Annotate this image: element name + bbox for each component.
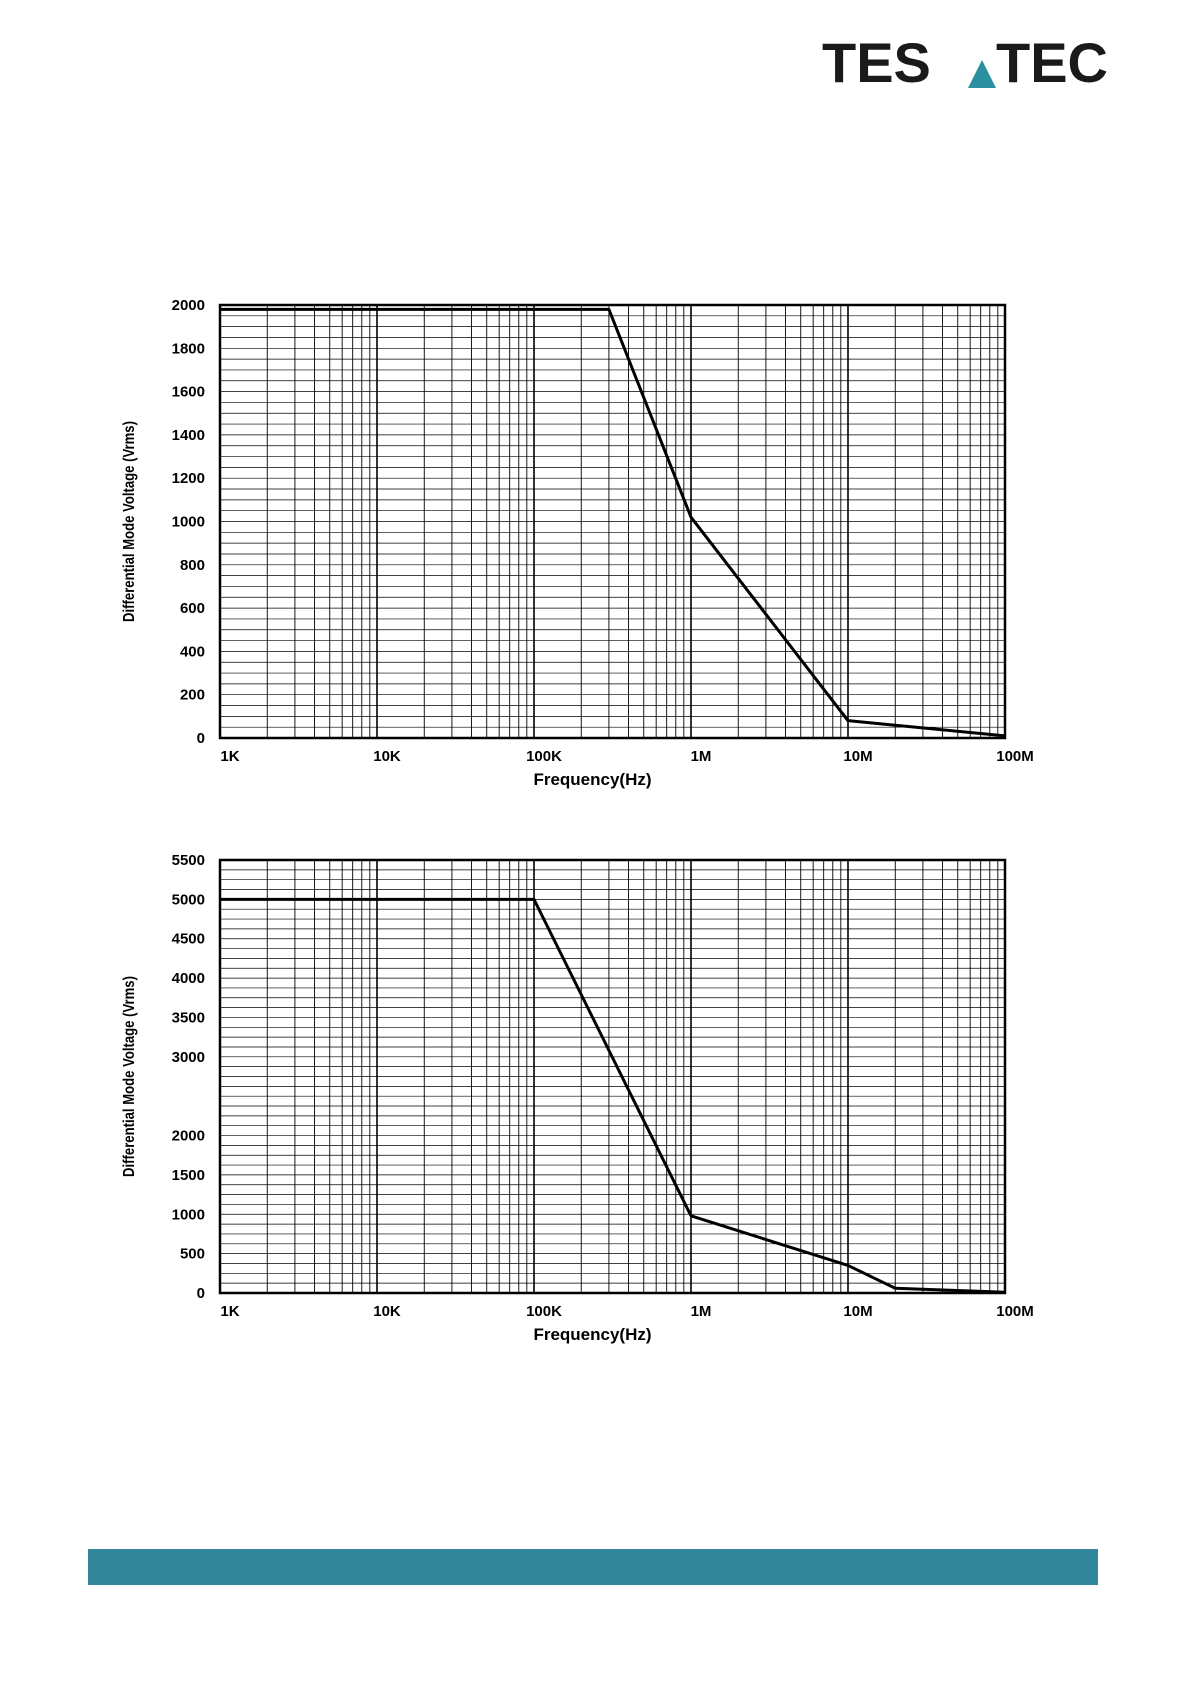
y-tick-label: 1400 — [172, 427, 205, 444]
y-tick-label: 1800 — [172, 340, 205, 357]
series-line — [220, 307, 1006, 738]
logo-text-right: TEC — [996, 31, 1108, 94]
y-tick-label: 1000 — [172, 1206, 205, 1223]
x-axis-label: Frequency(Hz) — [533, 1325, 651, 1344]
logo-text-left: TES — [822, 31, 931, 94]
testec-logo: TES TEC — [822, 31, 1108, 94]
x-tick-label: 10K — [373, 1303, 401, 1320]
y-tick-label: 500 — [180, 1246, 205, 1263]
y-tick-label: 2000 — [172, 1128, 205, 1145]
y-axis-label: Differential Mode Voltage (Vrms) — [121, 421, 138, 622]
y-tick-label: 600 — [180, 600, 205, 617]
x-tick-label: 100K — [526, 748, 562, 765]
y-tick-label: 1500 — [172, 1167, 205, 1184]
chart-1-svg: 0 200 400 600 800 1000 1200 1400 1600 1800 2000 1K 1… — [121, 297, 1034, 789]
y-tick-label: 4500 — [172, 931, 205, 948]
chart-voltage-2000: 0 200 400 600 800 1000 1200 1400 1600 1800 2000 1K 1… — [110, 290, 1050, 810]
y-tick-label: 800 — [180, 557, 205, 574]
y-tick-label: 0 — [197, 730, 205, 747]
y-tick-label: 2000 — [172, 297, 205, 314]
chart-voltage-5500: 0 500 1000 1500 2000 3000 3500 4000 4500 5000 5500… — [110, 845, 1050, 1365]
y-tick-label: 5000 — [172, 891, 205, 908]
y-tick-label: 200 — [180, 687, 205, 704]
chart-2-svg: 0 500 1000 1500 2000 3000 3500 4000 4500 5000 5500… — [121, 852, 1034, 1344]
y-tick-label: 3000 — [172, 1049, 205, 1066]
footer-bar — [88, 1549, 1098, 1585]
grid — [219, 859, 1005, 1294]
x-tick-label: 1M — [691, 748, 712, 765]
y-tick-label: 1200 — [172, 470, 205, 487]
y-tick-label: 3500 — [172, 1009, 205, 1026]
x-tick-label: 10M — [843, 748, 872, 765]
plot-frame — [218, 303, 1007, 740]
x-tick-label: 10M — [843, 1303, 872, 1320]
x-tick-label: 1K — [220, 748, 239, 765]
x-tick-label: 10K — [373, 748, 401, 765]
x-tick-label: 100M — [996, 1303, 1034, 1320]
x-tick-label: 100M — [996, 748, 1034, 765]
y-tick-label: 1600 — [172, 384, 205, 401]
x-tick-label: 100K — [526, 1303, 562, 1320]
series-line — [220, 897, 1006, 1294]
logo-triangle-icon — [968, 60, 996, 88]
grid — [219, 304, 1005, 739]
y-tick-label: 5500 — [172, 852, 205, 869]
x-tick-label: 1M — [691, 1303, 712, 1320]
y-axis-label: Differential Mode Voltage (Vrms) — [121, 976, 138, 1177]
plot-frame — [218, 858, 1007, 1295]
y-tick-label: 400 — [180, 643, 205, 660]
x-axis-label: Frequency(Hz) — [533, 770, 651, 789]
y-tick-label: 4000 — [172, 970, 205, 987]
y-tick-label: 1000 — [172, 514, 205, 531]
y-tick-label: 0 — [197, 1285, 205, 1302]
x-tick-label: 1K — [220, 1303, 239, 1320]
